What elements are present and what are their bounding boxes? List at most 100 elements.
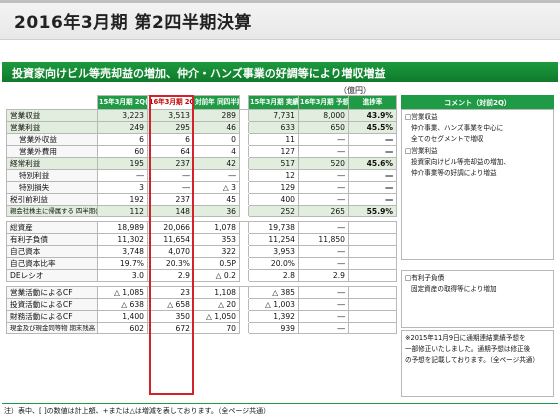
- cell-fy-forecast: 520: [298, 157, 349, 170]
- cell-current-2q: △ 658: [147, 298, 194, 312]
- comment-line: 全てのセグメントで増収: [411, 135, 484, 144]
- table-row: 営業外収益 6 6 0 11 ― ―: [6, 133, 397, 146]
- cell-gap: [239, 109, 249, 122]
- cell-current-2q: 20,066: [147, 221, 194, 235]
- cell-current-2q: 6: [147, 133, 194, 146]
- cell-gap: [239, 286, 249, 300]
- cell-progress-rate: [348, 298, 397, 312]
- row-label: DEレシオ: [6, 269, 98, 283]
- table-row: 現金及び現金同等物 期末残高 602 672 70 939 ―: [6, 322, 397, 335]
- cell-current-2q: 3,513: [147, 109, 194, 122]
- cell-prev-fy-actual: 20.0%: [248, 257, 299, 271]
- cell-gap: [239, 133, 249, 146]
- row-label: 経常利益: [6, 157, 98, 170]
- cell-current-2q: 4,070: [147, 245, 194, 259]
- cell-gap: [239, 157, 249, 170]
- cell-prev-fy-actual: 3,953: [248, 245, 299, 259]
- cell-yoy: 0: [193, 133, 240, 146]
- cell-prev-2q: 112: [97, 204, 148, 218]
- row-label: 特別利益: [6, 169, 98, 182]
- cell-progress-rate: [348, 233, 397, 247]
- cell-gap: [239, 257, 249, 271]
- comment-line: の予想を記載しております。（全ページ共通）: [405, 356, 539, 365]
- cell-progress-rate: ―: [348, 145, 397, 158]
- cell-prev-2q: △ 1,085: [97, 286, 148, 300]
- cell-current-2q: 2.9: [147, 269, 194, 283]
- cell-prev-fy-actual: 129: [248, 181, 299, 194]
- cell-prev-2q: 195: [97, 157, 148, 170]
- table-row: 自己資本比率 19.7% 20.3% 0.5P 20.0% ―: [6, 257, 397, 271]
- cell-yoy: △ 0.2: [193, 269, 240, 283]
- header-prev-2q: 15年3月期 2Q(4～9月): [97, 95, 148, 110]
- cell-progress-rate: [348, 257, 397, 271]
- cell-prev-2q: 6: [97, 133, 148, 146]
- cell-fy-forecast: ―: [298, 286, 349, 300]
- cell-gap: [239, 181, 249, 194]
- comment-line: ※2015年11月9日に通期連結業績予想を: [405, 334, 526, 342]
- row-label: 営業外費用: [6, 145, 98, 158]
- subtitle-banner: 投資家向けビル等売却益の増加、仲介・ハンズ事業の好調等により増収増益: [2, 62, 558, 82]
- subtitle-text: 投資家向けビル等売却益の増加、仲介・ハンズ事業の好調等により増収増益: [12, 67, 386, 80]
- header-current-2q: 16年3月期 2Q(4～9月): [147, 95, 194, 110]
- comment-line: 投資家向けビル等売却益の増加、: [411, 157, 510, 166]
- cell-current-2q: 295: [147, 121, 194, 134]
- cell-progress-rate: [348, 245, 397, 259]
- table-row: 特別損失 3 ― △ 3 129 ― ―: [6, 181, 397, 194]
- cell-progress-rate: ―: [348, 193, 397, 206]
- cell-fy-forecast: 2.9: [298, 269, 349, 283]
- cell-fy-forecast: ―: [298, 257, 349, 271]
- table-row: 投資活動によるCF △ 638 △ 658 △ 20 △ 1,003 ―: [6, 298, 397, 312]
- comment-header: コメント（対前2Q）: [401, 95, 554, 109]
- cell-fy-forecast: ―: [298, 181, 349, 194]
- cell-gap: [239, 169, 249, 182]
- cell-gap: [239, 269, 249, 283]
- header-current-fy-forecast: 16年3月期 予想(※): [298, 95, 349, 110]
- row-label: 親会社株主に帰属する 四半期(当期)純利益: [6, 204, 98, 218]
- title-bar: 2016年3月期 第2四半期決算: [0, 0, 560, 40]
- cell-current-2q: 672: [147, 322, 194, 335]
- cell-prev-fy-actual: 11,254: [248, 233, 299, 247]
- table-row: 自己資本 3,748 4,070 322 3,953 ―: [6, 245, 397, 259]
- cell-current-2q: ―: [147, 181, 194, 194]
- row-label: 有利子負債: [6, 233, 98, 247]
- cell-current-2q: 350: [147, 310, 194, 324]
- table-header-row: 15年3月期 2Q(4～9月) 16年3月期 2Q(4～9月) 対前年 同四半期…: [6, 95, 397, 110]
- cell-progress-rate: [348, 286, 397, 300]
- row-label: 自己資本比率: [6, 257, 98, 271]
- cell-fy-forecast: 11,850: [298, 233, 349, 247]
- cell-prev-fy-actual: 400: [248, 193, 299, 206]
- cell-prev-fy-actual: △ 385: [248, 286, 299, 300]
- cell-prev-2q: 3: [97, 181, 148, 194]
- cell-prev-fy-actual: 517: [248, 157, 299, 170]
- cell-current-2q: 237: [147, 193, 194, 206]
- cell-prev-2q: 3.0: [97, 269, 148, 283]
- header-gap: [239, 95, 249, 110]
- table-row: 営業収益 3,223 3,513 289 7,731 8,000 43.9%: [6, 109, 397, 122]
- comment-line: 固定資産の取得等により増加: [411, 285, 497, 294]
- cell-gap: [239, 310, 249, 324]
- cell-yoy: 289: [193, 109, 240, 122]
- cell-prev-fy-actual: 127: [248, 145, 299, 158]
- cell-prev-2q: 249: [97, 121, 148, 134]
- table-row: 営業外費用 60 64 4 127 ― ―: [6, 145, 397, 158]
- table-row: 営業利益 249 295 46 633 650 45.5%: [6, 121, 397, 134]
- cell-prev-fy-actual: 11: [248, 133, 299, 146]
- header-blank: [6, 95, 98, 110]
- cell-yoy: 353: [193, 233, 240, 247]
- cell-progress-rate: 55.9%: [348, 204, 397, 218]
- cell-prev-2q: ―: [97, 169, 148, 182]
- footer-note: 注）表中、[ ]の数値は計上額、+または△は増減を表しております。（全ページ共通…: [4, 407, 271, 415]
- cell-yoy: △ 1,050: [193, 310, 240, 324]
- header-yoy: 対前年 同四半期: [193, 95, 240, 110]
- row-label: 現金及び現金同等物 期末残高: [6, 322, 98, 335]
- cell-fy-forecast: ―: [298, 322, 349, 335]
- cell-yoy: △ 20: [193, 298, 240, 312]
- cell-current-2q: 11,654: [147, 233, 194, 247]
- cell-prev-2q: 19.7%: [97, 257, 148, 271]
- cell-progress-rate: ―: [348, 133, 397, 146]
- cell-yoy: 1,108: [193, 286, 240, 300]
- cell-gap: [239, 298, 249, 312]
- cell-prev-fy-actual: 939: [248, 322, 299, 335]
- cell-fy-forecast: ―: [298, 310, 349, 324]
